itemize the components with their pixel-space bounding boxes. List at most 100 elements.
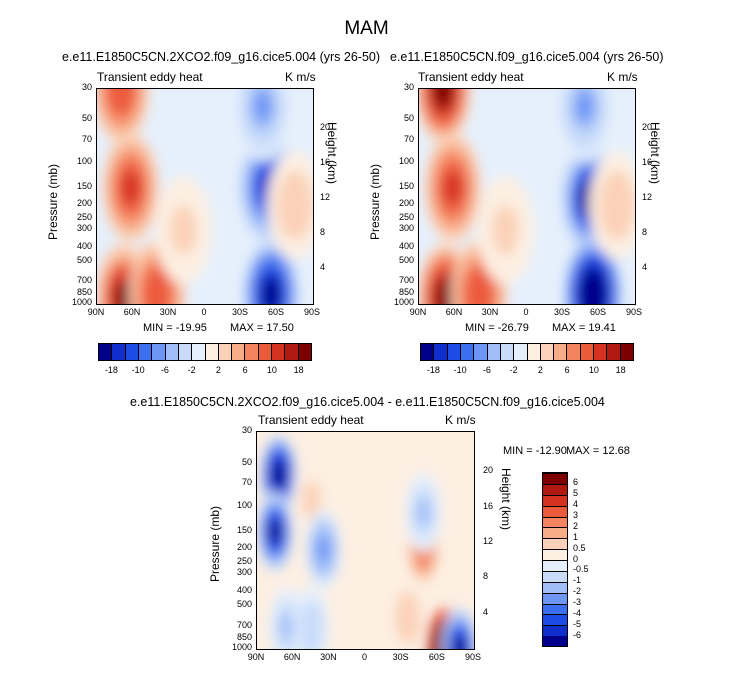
panel-3-min: MIN = -12.90 (503, 445, 567, 457)
x-tick-label: 0 (361, 652, 367, 662)
colorbar-label: -10 (131, 365, 145, 375)
contour-blob (575, 91, 594, 123)
y-tick-label: 150 (398, 180, 414, 191)
y-tick-label: 1000 (231, 642, 252, 652)
colorbar-swatch (205, 344, 219, 360)
colorbar-label: -0.5 (573, 564, 589, 575)
y-tick-label: 300 (76, 223, 92, 234)
colorbar-swatch (567, 344, 581, 360)
colorbar-label: 0.5 (573, 542, 586, 553)
colorbar-swatch (543, 614, 567, 626)
panel-3-title: e.e11.E1850C5CN.2XCO2.f09_g16.cice5.004 … (130, 395, 605, 409)
x-tick-label: 60S (589, 307, 606, 317)
colorbar-swatch (138, 344, 153, 360)
y-tick-label: 400 (398, 240, 414, 251)
x-tick-label: 30N (320, 652, 337, 662)
y-right-tick-label: 8 (483, 571, 489, 582)
colorbar-label: 6 (573, 476, 579, 487)
contour-blob (316, 536, 331, 563)
x-tick-label: 30N (159, 307, 177, 317)
colorbar-label: -18 (426, 365, 440, 375)
colorbar-label: -10 (453, 365, 467, 375)
panel-2-subtitle-left: Transient eddy heat (418, 70, 524, 84)
x-tick-label: 30S (231, 307, 248, 317)
y-tick-label: 400 (76, 240, 92, 251)
contour-blob (608, 189, 626, 221)
colorbar-swatch (543, 473, 567, 484)
panel-3-max: MAX = 12.68 (566, 445, 630, 457)
contour-blob (416, 499, 431, 526)
panel-2-heatmap (419, 89, 635, 304)
contour-blob (253, 91, 272, 123)
y-tick-label: 200 (76, 198, 92, 209)
x-tick-label: 30N (481, 307, 499, 317)
colorbar-swatch (125, 344, 139, 360)
colorbar-swatch (543, 570, 567, 582)
colorbar-swatch (192, 344, 206, 360)
y-right-tick-label: 8 (642, 226, 648, 237)
y-tick-label: 200 (398, 198, 414, 209)
colorbar-swatch (152, 344, 166, 360)
y-tick-label: 1000 (71, 297, 92, 307)
panel-1-colorbar (98, 343, 312, 361)
colorbar-swatch (620, 344, 633, 360)
colorbar-swatch (594, 344, 608, 360)
panel-3-heatmap (257, 432, 474, 649)
x-tick-label: 60N (123, 307, 141, 317)
y-tick-label: 500 (76, 254, 92, 265)
colorbar-label: -18 (104, 365, 118, 375)
y-tick-label: 1000 (393, 297, 414, 307)
colorbar-swatch (543, 505, 567, 517)
panel-3-colorbar (542, 472, 568, 647)
colorbar-swatch (540, 344, 555, 360)
y-right-tick-label: 8 (320, 226, 326, 237)
x-tick-label: 30S (392, 652, 409, 662)
y-right-tick-label: 12 (642, 191, 653, 202)
colorbar-swatch (514, 344, 528, 360)
colorbar-label: -2 (509, 365, 518, 375)
colorbar-swatch (487, 344, 501, 360)
colorbar-label: -6 (160, 365, 169, 375)
x-tick-label: 60N (283, 652, 301, 662)
colorbar-swatch (165, 344, 179, 360)
colorbar-swatch (543, 516, 567, 528)
contour-blob (271, 462, 286, 488)
y-tick-label: 50 (81, 113, 92, 124)
y-tick-label: 400 (236, 585, 252, 596)
x-tick-label: 90N (409, 307, 427, 317)
contour-blob (112, 89, 130, 105)
contour-blob (121, 172, 140, 204)
contour-blob (436, 281, 455, 304)
colorbar-swatch (554, 344, 568, 360)
colorbar-swatch (112, 344, 126, 360)
y-right-tick-label: 12 (320, 191, 331, 202)
contour-blob (434, 89, 452, 105)
x-tick-label: 30S (553, 307, 570, 317)
colorbar-swatch (218, 344, 233, 360)
colorbar-swatch (543, 483, 567, 495)
y-right-tick-label: 4 (320, 261, 326, 272)
colorbar-label: 6 (564, 365, 570, 375)
y-right-tick-label: 20 (642, 121, 653, 132)
panel-2-plot (418, 88, 636, 305)
panel-2-min: MIN = -26.79 (465, 322, 529, 334)
y-right-tick-label: 20 (483, 465, 494, 476)
panel-1-max: MAX = 17.50 (230, 322, 294, 334)
colorbar-swatch (527, 344, 541, 360)
panel-2-max: MAX = 19.41 (552, 322, 616, 334)
colorbar-swatch (543, 636, 567, 646)
colorbar-label: 0 (573, 553, 579, 564)
colorbar-label: 5 (573, 487, 579, 498)
y-right-tick-label: 20 (320, 121, 331, 132)
x-tick-label: 0 (523, 307, 529, 317)
colorbar-label: -2 (187, 365, 196, 375)
y-right-tick-label: 4 (642, 261, 648, 272)
y-tick-label: 50 (241, 456, 252, 467)
x-tick-label: 90S (303, 307, 320, 317)
panel-1-heatmap (97, 89, 313, 304)
contour-blob (262, 278, 280, 304)
y-tick-label: 300 (236, 567, 252, 578)
colorbar-label: -6 (573, 630, 582, 641)
colorbar-label: 3 (573, 509, 579, 520)
colorbar-swatch (99, 344, 113, 360)
